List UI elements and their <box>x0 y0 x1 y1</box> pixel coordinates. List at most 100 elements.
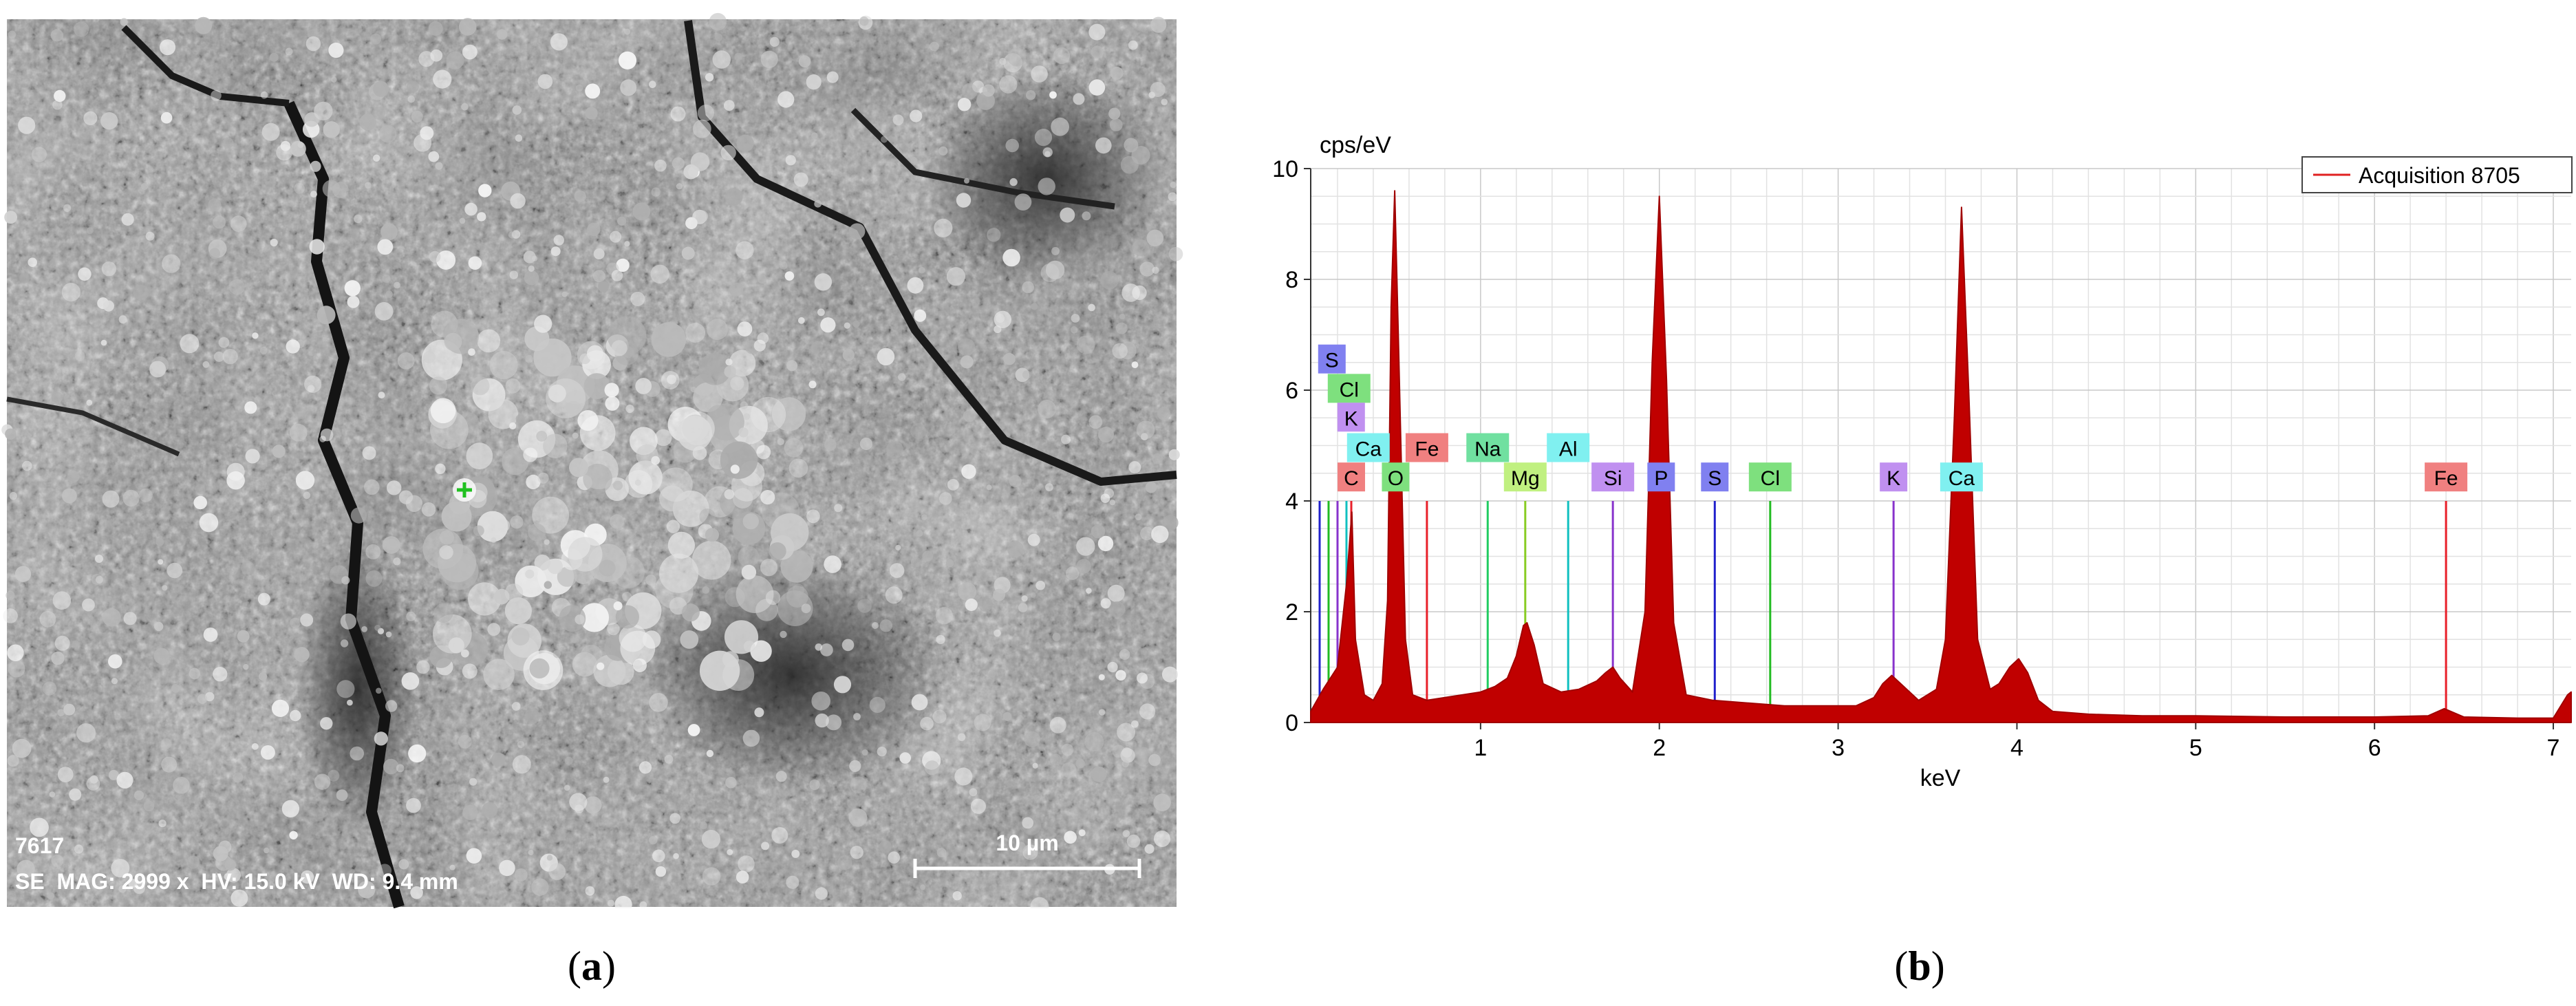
sem-particle <box>569 793 588 811</box>
sem-particle <box>57 709 65 716</box>
element-label: S <box>1318 344 1346 374</box>
sem-particle <box>1061 434 1071 445</box>
sem-particle <box>373 81 389 97</box>
sem-particle <box>655 570 694 609</box>
sem-particle <box>1031 303 1038 310</box>
sem-particle <box>654 429 672 447</box>
sem-particle <box>361 626 367 632</box>
sem-particle <box>1071 314 1080 323</box>
sem-particle <box>859 437 872 451</box>
sem-particle <box>607 899 615 907</box>
sem-particle <box>508 231 516 239</box>
sem-particle <box>655 866 667 877</box>
sem-particle <box>1109 118 1123 131</box>
sem-particle <box>707 319 728 341</box>
sem-particle <box>1128 40 1138 50</box>
sem-particle <box>458 18 477 36</box>
sem-particle <box>441 501 472 532</box>
sem-particle <box>1088 23 1106 41</box>
element-label-bg <box>1382 462 1410 492</box>
sem-particle <box>461 649 469 658</box>
sem-particle <box>161 756 178 773</box>
sem-particle <box>886 440 903 458</box>
sem-particle <box>575 614 585 625</box>
sem-particle <box>180 334 200 354</box>
sem-particle <box>72 640 80 648</box>
sem-particle <box>504 597 533 625</box>
sem-particle <box>751 580 759 588</box>
sem-particle <box>743 641 755 652</box>
sem-particle <box>9 492 17 500</box>
sem-particle <box>1161 666 1178 683</box>
sem-particle <box>610 231 622 243</box>
sem-particle <box>101 261 117 277</box>
sem-particle <box>974 714 991 731</box>
sem-particle <box>222 137 234 149</box>
sem-particle <box>466 442 493 470</box>
sem-particle <box>938 146 948 156</box>
sem-particle <box>690 386 697 393</box>
sem-particle <box>226 868 241 883</box>
sem-particle <box>3 608 18 623</box>
sem-particle <box>1170 182 1177 189</box>
y-tick-label: 6 <box>1285 378 1298 404</box>
sem-particle <box>569 458 588 478</box>
sem-particle <box>826 71 839 83</box>
sem-particle <box>532 255 538 261</box>
element-label: P <box>1647 462 1675 492</box>
sem-particle <box>466 848 482 864</box>
sem-particle <box>568 537 603 572</box>
sem-particle <box>95 555 103 563</box>
sem-particle <box>1076 335 1095 354</box>
sem-particle <box>1108 107 1121 120</box>
sem-particle <box>261 122 280 141</box>
sem-particle <box>258 672 268 681</box>
sem-particle <box>116 771 133 789</box>
sem-particle <box>1091 766 1107 782</box>
sem-particle <box>834 504 843 513</box>
sem-particle <box>510 515 524 529</box>
element-label-text: C <box>1344 467 1359 490</box>
sem-particle <box>1082 211 1091 221</box>
sem-particle <box>607 622 620 636</box>
sem-particle <box>464 202 477 216</box>
sem-particle <box>230 215 247 232</box>
sem-particle <box>1115 322 1128 334</box>
sem-particle <box>628 460 663 495</box>
sem-particle <box>224 859 237 871</box>
sem-particle <box>564 784 570 791</box>
sem-particle <box>859 17 869 26</box>
element-label-bg <box>1748 462 1792 492</box>
sem-particle <box>1121 760 1130 768</box>
sem-particle <box>1088 415 1103 429</box>
sem-particle <box>303 491 311 500</box>
sem-particle <box>947 479 959 491</box>
sem-particle <box>585 83 601 99</box>
sem-particle <box>497 29 508 40</box>
y-tick-label: 10 <box>1272 156 1298 182</box>
sem-particle <box>489 350 518 380</box>
sem-particle <box>432 614 472 654</box>
sem-particle <box>705 73 714 82</box>
sem-particle <box>907 277 924 294</box>
sem-particle <box>4 211 17 224</box>
sem-particle <box>118 315 127 324</box>
sem-particle <box>336 789 348 801</box>
sem-particle <box>879 840 892 853</box>
sem-particle <box>5 428 17 440</box>
sem-particle <box>121 213 134 226</box>
legend: Acquisition 8705 <box>2301 156 2573 193</box>
sem-particle <box>994 310 1012 328</box>
sem-particle <box>654 159 667 172</box>
sem-particle <box>297 142 304 148</box>
sem-particle <box>592 270 605 283</box>
sem-particle <box>477 329 501 353</box>
sem-particle <box>817 308 825 317</box>
sem-particle <box>841 639 855 652</box>
sem-particle <box>1045 483 1053 491</box>
element-label: K <box>1337 403 1365 432</box>
sem-particle <box>550 33 568 51</box>
sem-particle <box>51 392 63 403</box>
sem-particle <box>515 134 523 142</box>
sem-particle <box>837 855 852 870</box>
